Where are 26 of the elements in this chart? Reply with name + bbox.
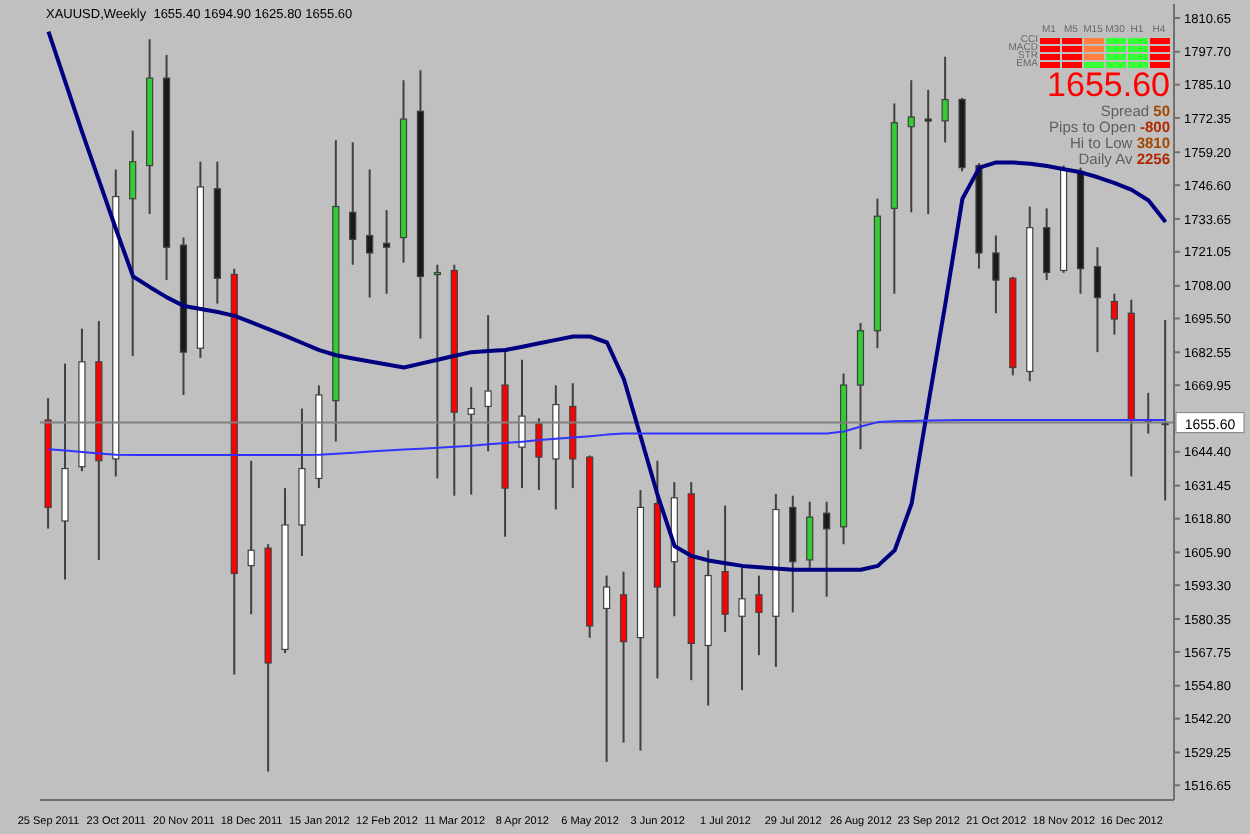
candlestick xyxy=(1110,292,1118,336)
candlestick xyxy=(1043,207,1051,282)
candlestick xyxy=(366,168,374,299)
candlestick xyxy=(823,500,831,598)
candlestick xyxy=(129,129,137,358)
candlestick xyxy=(907,79,915,214)
candlestick xyxy=(738,566,746,692)
candlestick xyxy=(806,500,814,569)
candlestick xyxy=(924,88,932,216)
candlestick xyxy=(518,358,526,490)
candlestick xyxy=(382,209,391,295)
candlestick xyxy=(721,504,729,633)
candlestick xyxy=(992,234,1000,315)
candlestick xyxy=(349,141,357,266)
candlestick xyxy=(467,386,475,496)
annotation: 1655.60 xyxy=(1045,66,1170,104)
line-series xyxy=(46,29,1168,572)
candlestick xyxy=(1093,246,1102,354)
candlestick xyxy=(433,263,441,480)
candlestick xyxy=(619,570,628,744)
candlestick xyxy=(941,55,949,144)
candlestick xyxy=(603,574,611,763)
candlestick xyxy=(535,417,543,491)
candlestick xyxy=(484,314,492,453)
candlestick xyxy=(755,574,763,657)
candlestick xyxy=(247,459,255,616)
